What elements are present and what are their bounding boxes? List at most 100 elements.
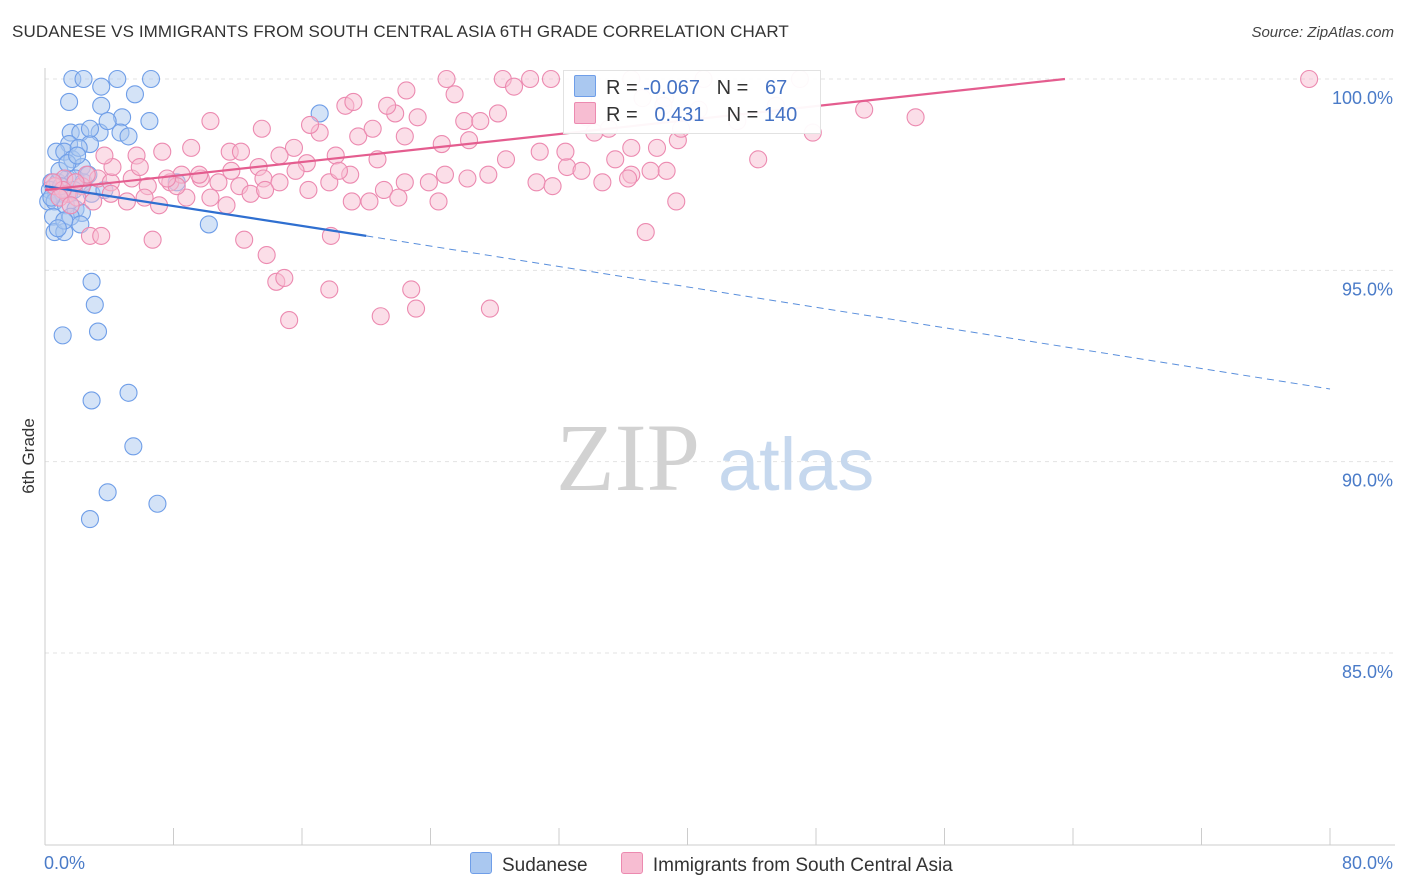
legend-item-sudanese[interactable]: Sudanese <box>470 852 588 877</box>
y-tick-label: 95.0% <box>1342 279 1393 299</box>
point-immigrants <box>363 119 382 138</box>
chart-title: SUDANESE VS IMMIGRANTS FROM SOUTH CENTRA… <box>12 22 789 41</box>
legend-swatch-immigrants <box>620 852 643 874</box>
point-immigrants <box>95 146 114 165</box>
point-sudanese <box>74 69 93 89</box>
point-immigrants <box>395 173 414 192</box>
point-sudanese <box>82 272 101 291</box>
point-sudanese <box>119 383 138 402</box>
point-immigrants <box>488 104 508 123</box>
point-immigrants <box>270 146 289 165</box>
point-sudanese <box>80 119 100 138</box>
point-immigrants <box>479 165 498 184</box>
point-sudanese <box>199 215 218 234</box>
point-immigrants <box>530 142 549 161</box>
trend-sudanese <box>44 185 367 237</box>
series-legend: Sudanese Immigrants from South Central A… <box>470 852 981 877</box>
point-immigrants <box>855 100 874 119</box>
point-immigrants <box>572 161 591 180</box>
trend-lines <box>44 77 1331 390</box>
point-immigrants <box>445 85 464 104</box>
point-sudanese <box>148 494 167 513</box>
point-immigrants <box>117 192 136 211</box>
point-immigrants <box>130 157 149 177</box>
legend-n-label: N = <box>726 104 759 126</box>
point-immigrants <box>749 150 768 169</box>
point-immigrants <box>252 119 271 138</box>
point-sudanese <box>68 146 87 165</box>
x-tick-label: 80.0% <box>1342 853 1393 873</box>
point-immigrants <box>432 135 451 154</box>
point-immigrants <box>496 150 516 169</box>
point-immigrants <box>92 226 111 245</box>
point-sudanese <box>108 69 127 89</box>
point-immigrants <box>286 161 305 180</box>
point-immigrants <box>256 180 275 200</box>
y-axis-title: 6th Grade <box>19 418 38 494</box>
point-sudanese <box>48 219 67 238</box>
legend-swatch-sudanese <box>470 852 492 874</box>
watermark-atlas: atlas <box>718 423 874 506</box>
point-immigrants <box>101 184 120 203</box>
point-immigrants <box>906 108 925 127</box>
point-immigrants <box>374 180 393 200</box>
point-immigrants <box>61 196 80 215</box>
point-immigrants <box>619 169 638 188</box>
point-immigrants <box>153 142 172 161</box>
point-immigrants <box>284 138 304 157</box>
legend-row-immigrants: R = 0.431 N = 140 <box>574 102 797 128</box>
legend-r-label: R = <box>606 104 638 126</box>
point-sudanese <box>80 510 100 529</box>
point-immigrants <box>1300 69 1319 89</box>
point-sudanese <box>124 437 143 456</box>
point-immigrants <box>235 230 254 249</box>
point-immigrants <box>158 169 177 188</box>
point-immigrants <box>201 112 220 131</box>
legend-label-immigrants: Immigrants from South Central Asia <box>652 855 953 876</box>
point-immigrants <box>378 96 397 115</box>
point-immigrants <box>541 69 561 89</box>
point-immigrants <box>182 138 201 157</box>
point-immigrants <box>300 115 320 134</box>
legend-r-label: R = <box>606 77 638 99</box>
point-sudanese <box>140 112 159 131</box>
point-sudanese <box>98 483 117 502</box>
point-sudanese <box>98 112 117 131</box>
y-tick-label: 90.0% <box>1342 471 1393 491</box>
point-immigrants <box>280 311 299 330</box>
trend-sudanese-extension <box>366 235 1331 390</box>
point-immigrants <box>458 169 477 188</box>
point-immigrants <box>395 127 414 146</box>
point-immigrants <box>299 180 318 200</box>
point-immigrants <box>209 173 228 192</box>
trend-immigrants <box>44 77 1066 192</box>
point-immigrants <box>360 192 379 211</box>
point-immigrants <box>641 161 660 180</box>
point-immigrants <box>349 127 368 146</box>
point-immigrants <box>408 108 427 127</box>
legend-n-value: 140 <box>763 104 798 126</box>
x-tick-label: 0.0% <box>44 853 85 873</box>
y-tick-label: 100.0% <box>1332 88 1393 108</box>
point-immigrants <box>504 77 524 96</box>
point-immigrants <box>647 138 667 157</box>
point-sudanese <box>119 127 138 146</box>
legend-swatch-pink <box>574 102 596 124</box>
source-label: Source: ZipAtlas.com <box>1251 24 1394 41</box>
point-immigrants <box>471 112 490 131</box>
point-sudanese <box>82 391 101 410</box>
point-immigrants <box>342 192 361 211</box>
point-immigrants <box>201 188 220 207</box>
point-immigrants <box>437 69 456 89</box>
y-tick-label: 85.0% <box>1342 662 1393 682</box>
legend-n-label: N = <box>716 77 749 99</box>
correlation-legend: R = -0.067 N = 67 R = 0.431 N = 140 <box>563 70 821 134</box>
legend-r-value: -0.067 <box>643 77 700 99</box>
point-sudanese <box>85 295 104 314</box>
legend-item-immigrants[interactable]: Immigrants from South Central Asia <box>620 852 953 877</box>
point-immigrants <box>320 280 339 299</box>
point-immigrants <box>606 150 625 169</box>
point-immigrants <box>231 142 251 161</box>
point-sudanese <box>92 77 111 96</box>
gridlines <box>45 78 1395 654</box>
